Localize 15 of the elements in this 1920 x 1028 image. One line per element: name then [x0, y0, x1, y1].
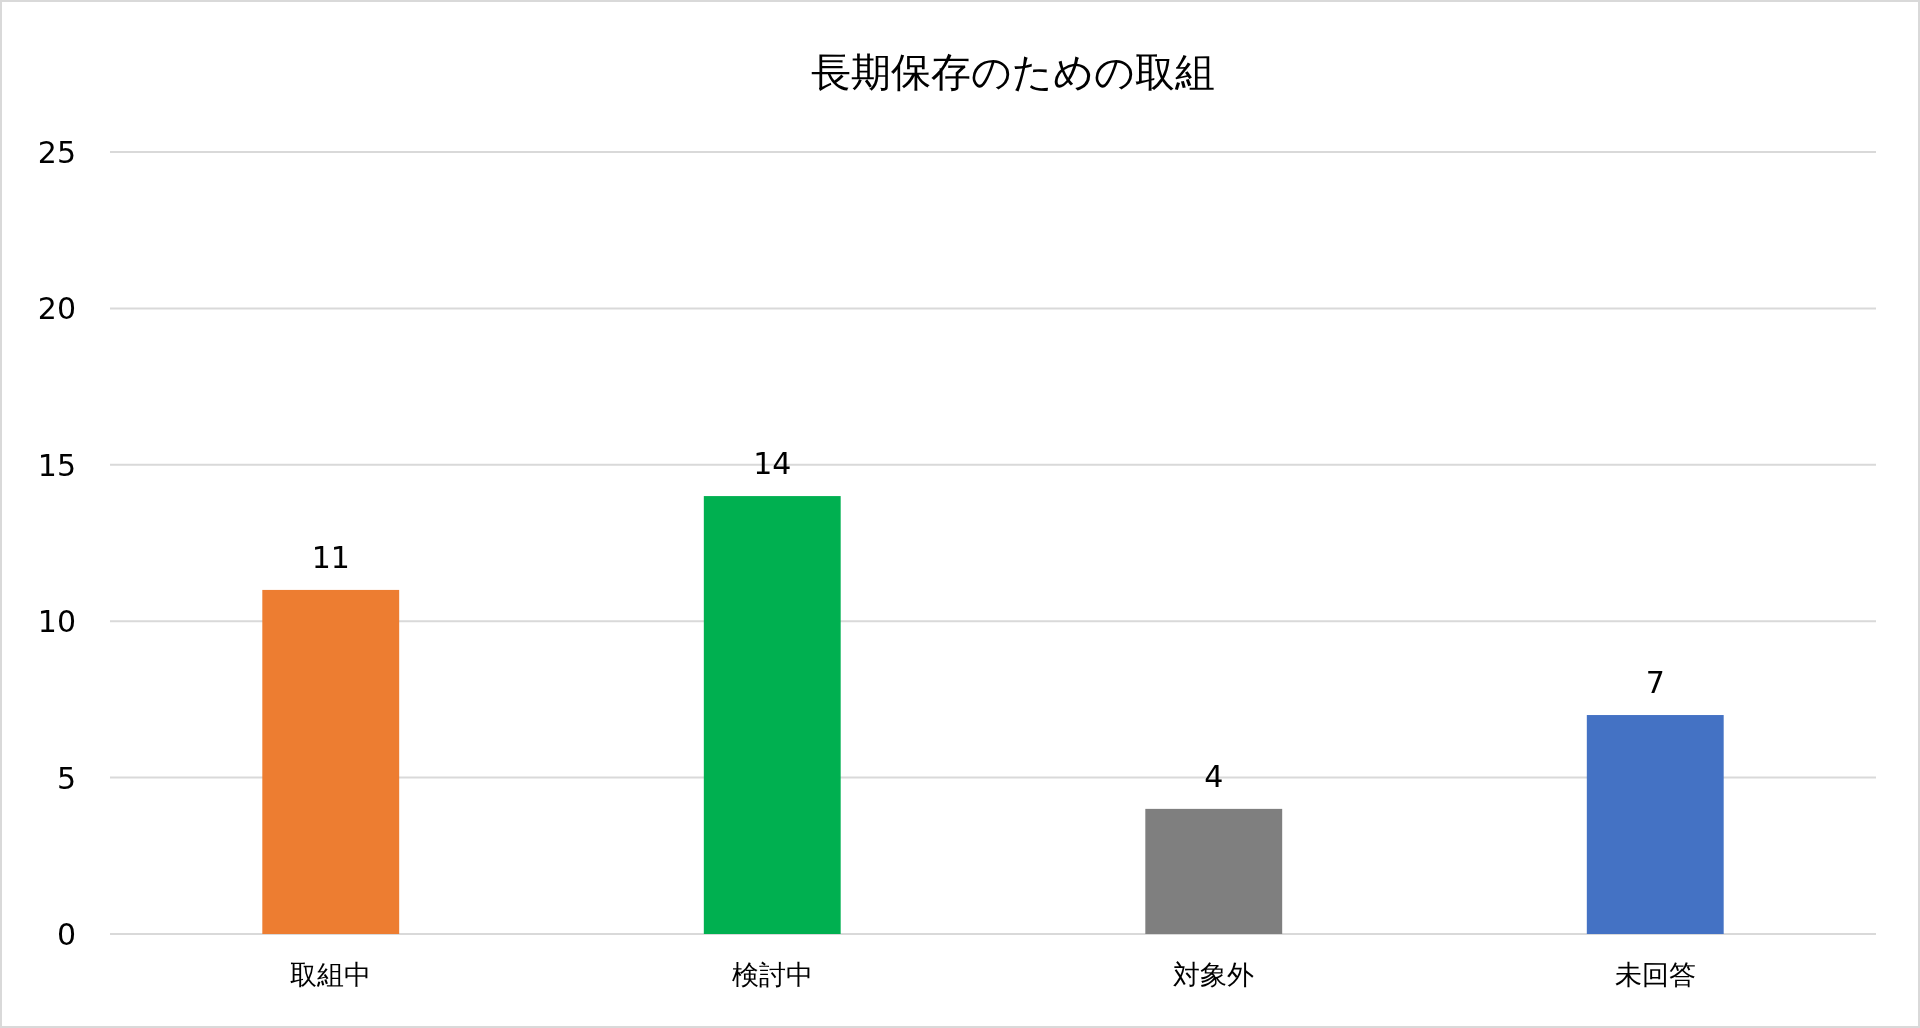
data-label: 7	[1645, 665, 1665, 701]
ytick: 25	[37, 135, 76, 170]
ytick: 5	[56, 760, 76, 796]
ytick: 0	[56, 917, 76, 952]
xtick: 取組中	[290, 959, 372, 990]
title: 長期保存のための取組	[811, 49, 1215, 95]
xtick: 検討中	[731, 959, 813, 990]
ytick: 10	[37, 604, 76, 640]
ytick: 20	[37, 291, 76, 327]
data-label: 4	[1204, 758, 1224, 794]
data-label: 11	[311, 539, 350, 575]
xtick: 未回答	[1614, 959, 1696, 990]
xtick: 対象外	[1173, 959, 1255, 990]
ytick: 15	[37, 447, 76, 483]
data-label: 14	[753, 446, 792, 482]
